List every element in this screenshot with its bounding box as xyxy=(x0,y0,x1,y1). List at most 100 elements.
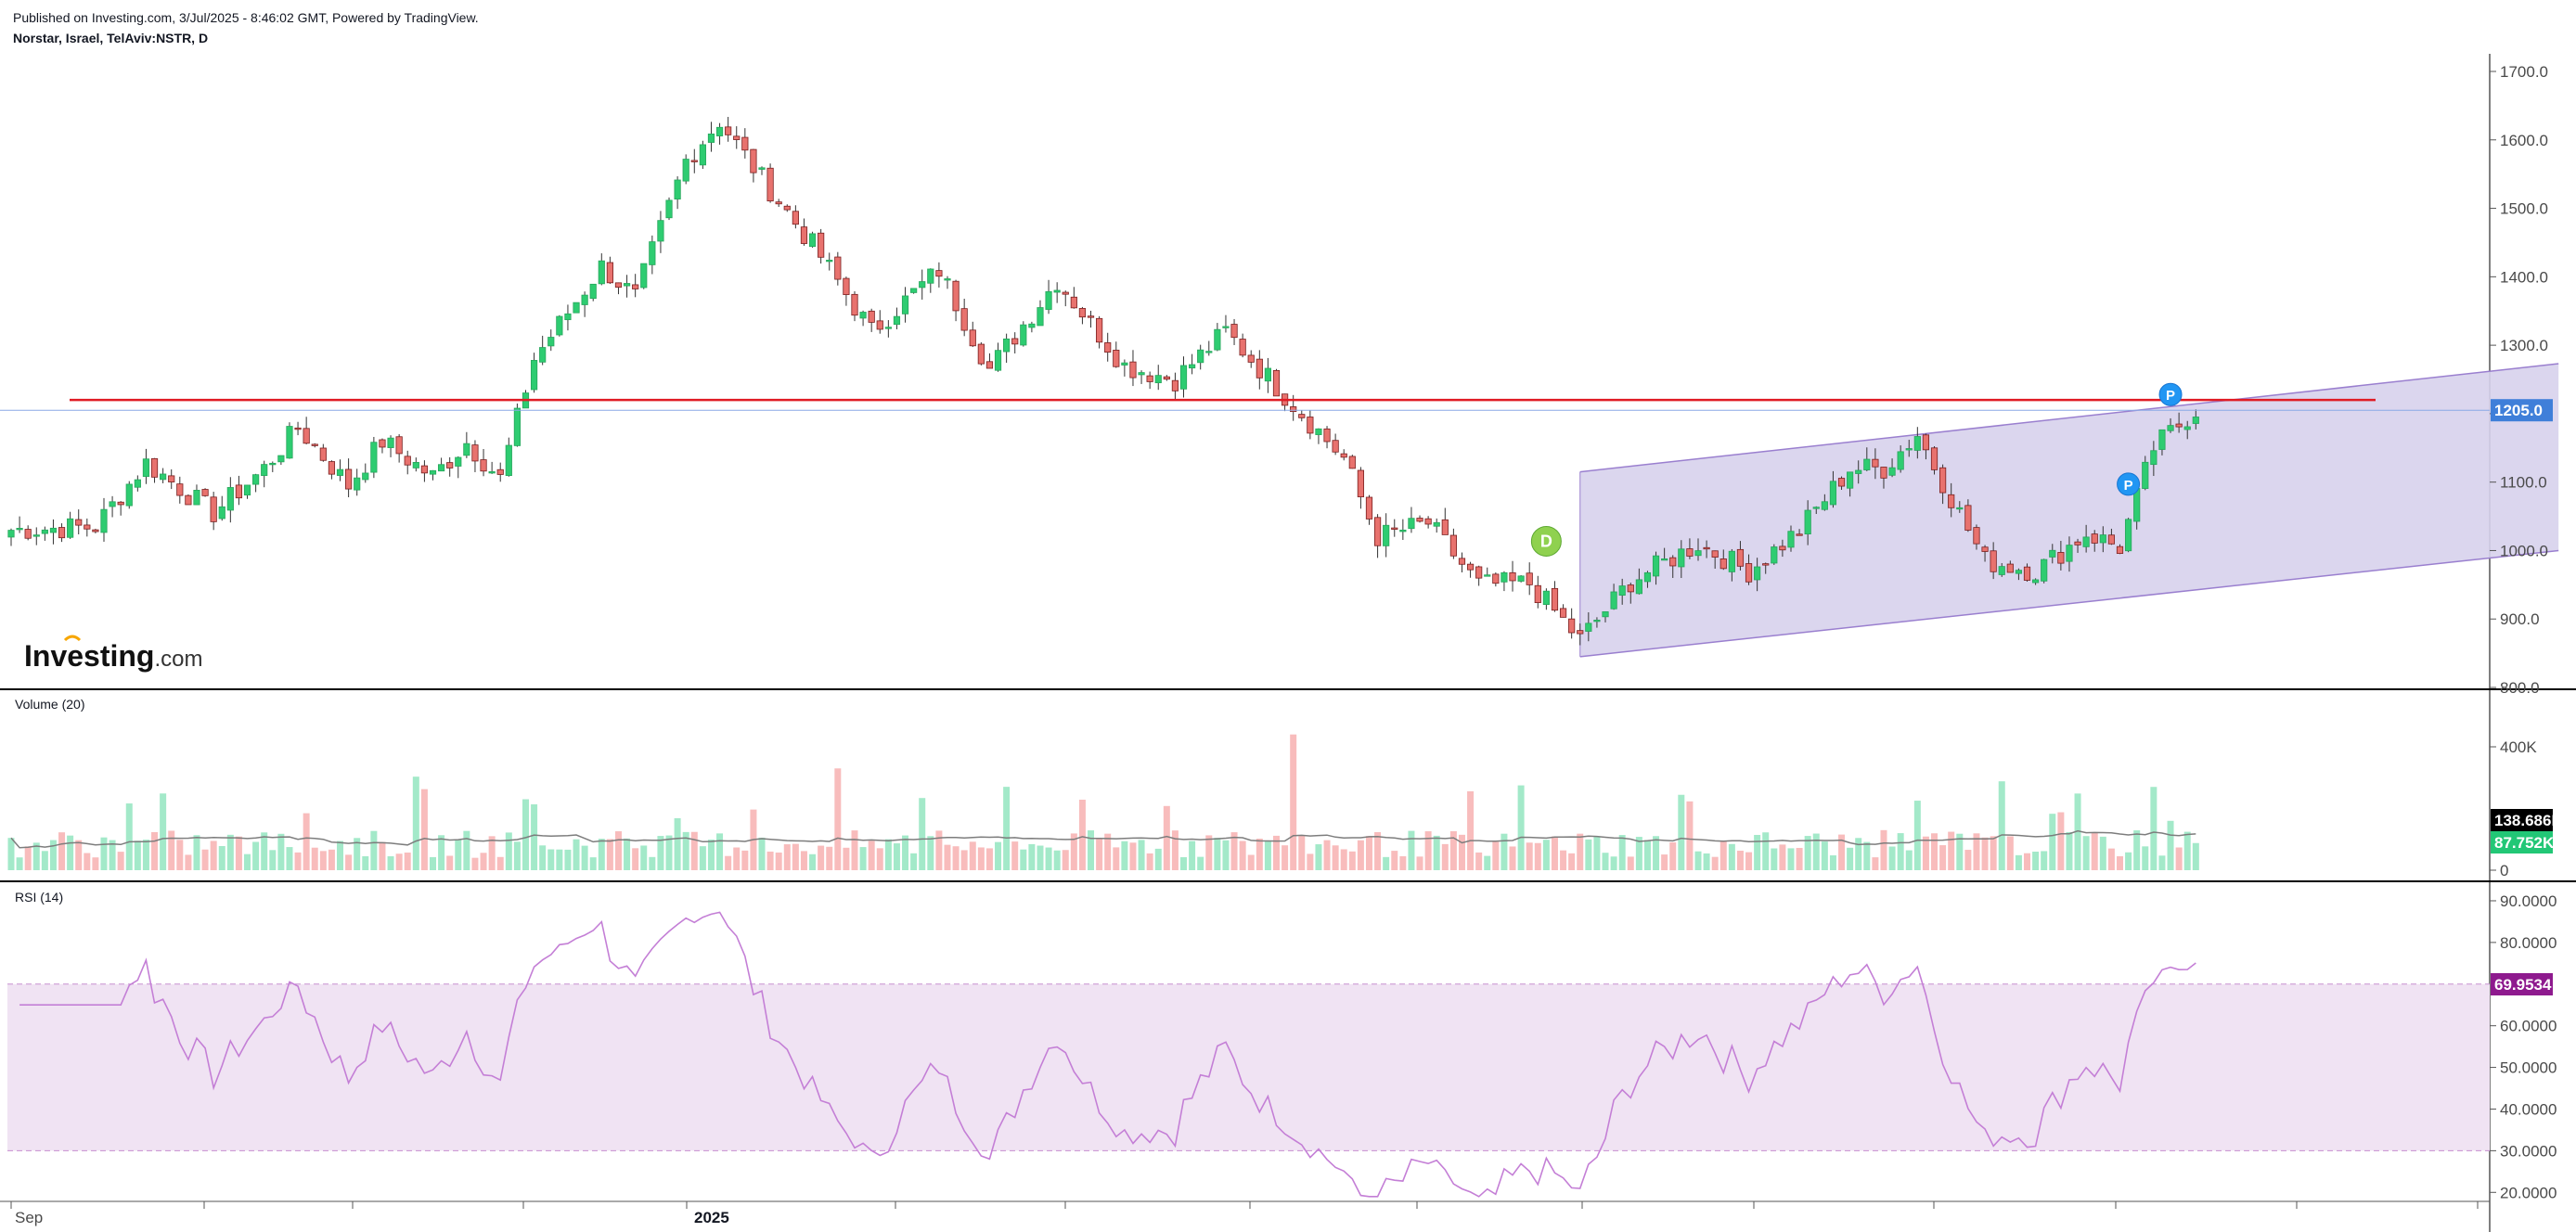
volume-bar xyxy=(1804,836,1811,870)
candle-body xyxy=(1315,428,1322,435)
volume-bar xyxy=(1290,734,1297,870)
logo-suffix-text: .com xyxy=(154,647,202,672)
candle-body xyxy=(344,468,353,490)
candle-body xyxy=(1129,361,1137,379)
candle-body xyxy=(985,361,994,369)
volume-bar xyxy=(952,846,960,870)
ascending-channel[interactable] xyxy=(1579,363,2559,658)
candle-body xyxy=(1762,563,1770,566)
candle-body xyxy=(851,293,858,316)
volume-bar xyxy=(1078,799,1086,870)
candle-body xyxy=(1618,585,1626,597)
candle-body xyxy=(92,529,99,533)
candle-body xyxy=(49,527,58,533)
volume-bar xyxy=(716,833,724,870)
volume-bar xyxy=(100,837,108,870)
volume-bar xyxy=(370,830,378,870)
candle-body xyxy=(303,428,310,444)
volume-bar xyxy=(2142,846,2149,870)
volume-bar xyxy=(1694,851,1702,870)
candle-body xyxy=(766,167,774,202)
candle-body xyxy=(1863,458,1871,470)
volume-bar xyxy=(1711,856,1719,870)
candle-body xyxy=(1736,548,1745,567)
volume-bar xyxy=(2091,832,2098,870)
candle-body xyxy=(471,444,479,462)
candle-body xyxy=(1880,467,1887,479)
volume-bar xyxy=(1501,833,1508,870)
volume-pane-title: Volume (20) xyxy=(15,697,84,712)
volume-bar xyxy=(1678,794,1685,870)
candle-body xyxy=(893,315,901,326)
candle-body xyxy=(901,295,909,314)
candle-body xyxy=(2031,579,2040,584)
candle-body xyxy=(1956,507,1964,510)
volume-bar xyxy=(564,849,572,870)
candle-body xyxy=(1045,290,1052,310)
volume-bar xyxy=(1383,856,1390,870)
candle-body xyxy=(859,312,867,319)
candle-body xyxy=(1602,611,1609,618)
candle-body xyxy=(1643,571,1652,583)
candle-body xyxy=(1694,550,1702,557)
candle-body xyxy=(598,260,605,285)
candle-body xyxy=(286,426,293,459)
channel-lower-line[interactable] xyxy=(1579,549,2559,658)
last-volume-badge-text: 87.752K xyxy=(2494,834,2555,852)
volume-bar xyxy=(1686,801,1694,870)
candle-body xyxy=(699,144,706,166)
candle-body xyxy=(125,483,133,507)
candle-body xyxy=(1264,367,1272,382)
candle-body xyxy=(1416,518,1423,522)
candle-body xyxy=(1171,379,1179,391)
candle-body xyxy=(84,524,91,530)
volume-bar xyxy=(1771,848,1778,870)
candle-body xyxy=(1399,529,1407,533)
candle-body xyxy=(1745,563,1753,583)
candle-body xyxy=(100,508,108,533)
dividend-marker[interactable] xyxy=(1530,525,1562,557)
candle-body xyxy=(277,455,285,463)
volume-bar xyxy=(1534,842,1541,870)
volume-bar xyxy=(160,793,167,870)
volume-bar xyxy=(226,834,234,870)
candle-body xyxy=(1922,434,1930,451)
price-tick-label: 1400.0 xyxy=(2500,268,2548,286)
candle-body xyxy=(168,475,175,482)
volume-bar xyxy=(1154,848,1162,870)
rsi-tick-label: 30.0000 xyxy=(2500,1142,2557,1160)
volume-bar xyxy=(420,789,428,870)
split-marker[interactable] xyxy=(2158,382,2183,406)
volume-bar xyxy=(1113,847,1120,870)
volume-bar xyxy=(1838,834,1846,870)
candle-body xyxy=(319,447,327,461)
split-marker[interactable] xyxy=(2117,472,2141,496)
volume-bar xyxy=(1905,850,1913,870)
volume-bar xyxy=(531,804,538,870)
candle-body xyxy=(1332,440,1339,453)
candle-body xyxy=(1179,365,1188,390)
candle-body xyxy=(1383,524,1390,546)
candle-body xyxy=(2158,429,2166,450)
candle-body xyxy=(1053,289,1061,293)
rsi-tick-label: 20.0000 xyxy=(2500,1184,2557,1201)
candle-body xyxy=(843,277,850,295)
volume-bar xyxy=(758,837,766,870)
volume-bar xyxy=(286,847,293,870)
candle-body xyxy=(252,474,260,485)
channel-upper-line[interactable] xyxy=(1579,363,2559,473)
event-markers[interactable]: D P P xyxy=(1530,382,2183,557)
volume-bar xyxy=(2125,852,2132,870)
volume-bar xyxy=(893,843,900,870)
volume-bar xyxy=(1779,844,1786,870)
candle-body xyxy=(1272,369,1281,397)
volume-bar xyxy=(345,854,353,870)
candle-body xyxy=(480,459,487,472)
volume-bar xyxy=(919,798,926,870)
volume-bar xyxy=(1964,850,1972,870)
candle-body xyxy=(1096,317,1103,343)
candle-body xyxy=(750,148,757,173)
volume-bar xyxy=(910,853,918,870)
candle-body xyxy=(446,462,454,468)
